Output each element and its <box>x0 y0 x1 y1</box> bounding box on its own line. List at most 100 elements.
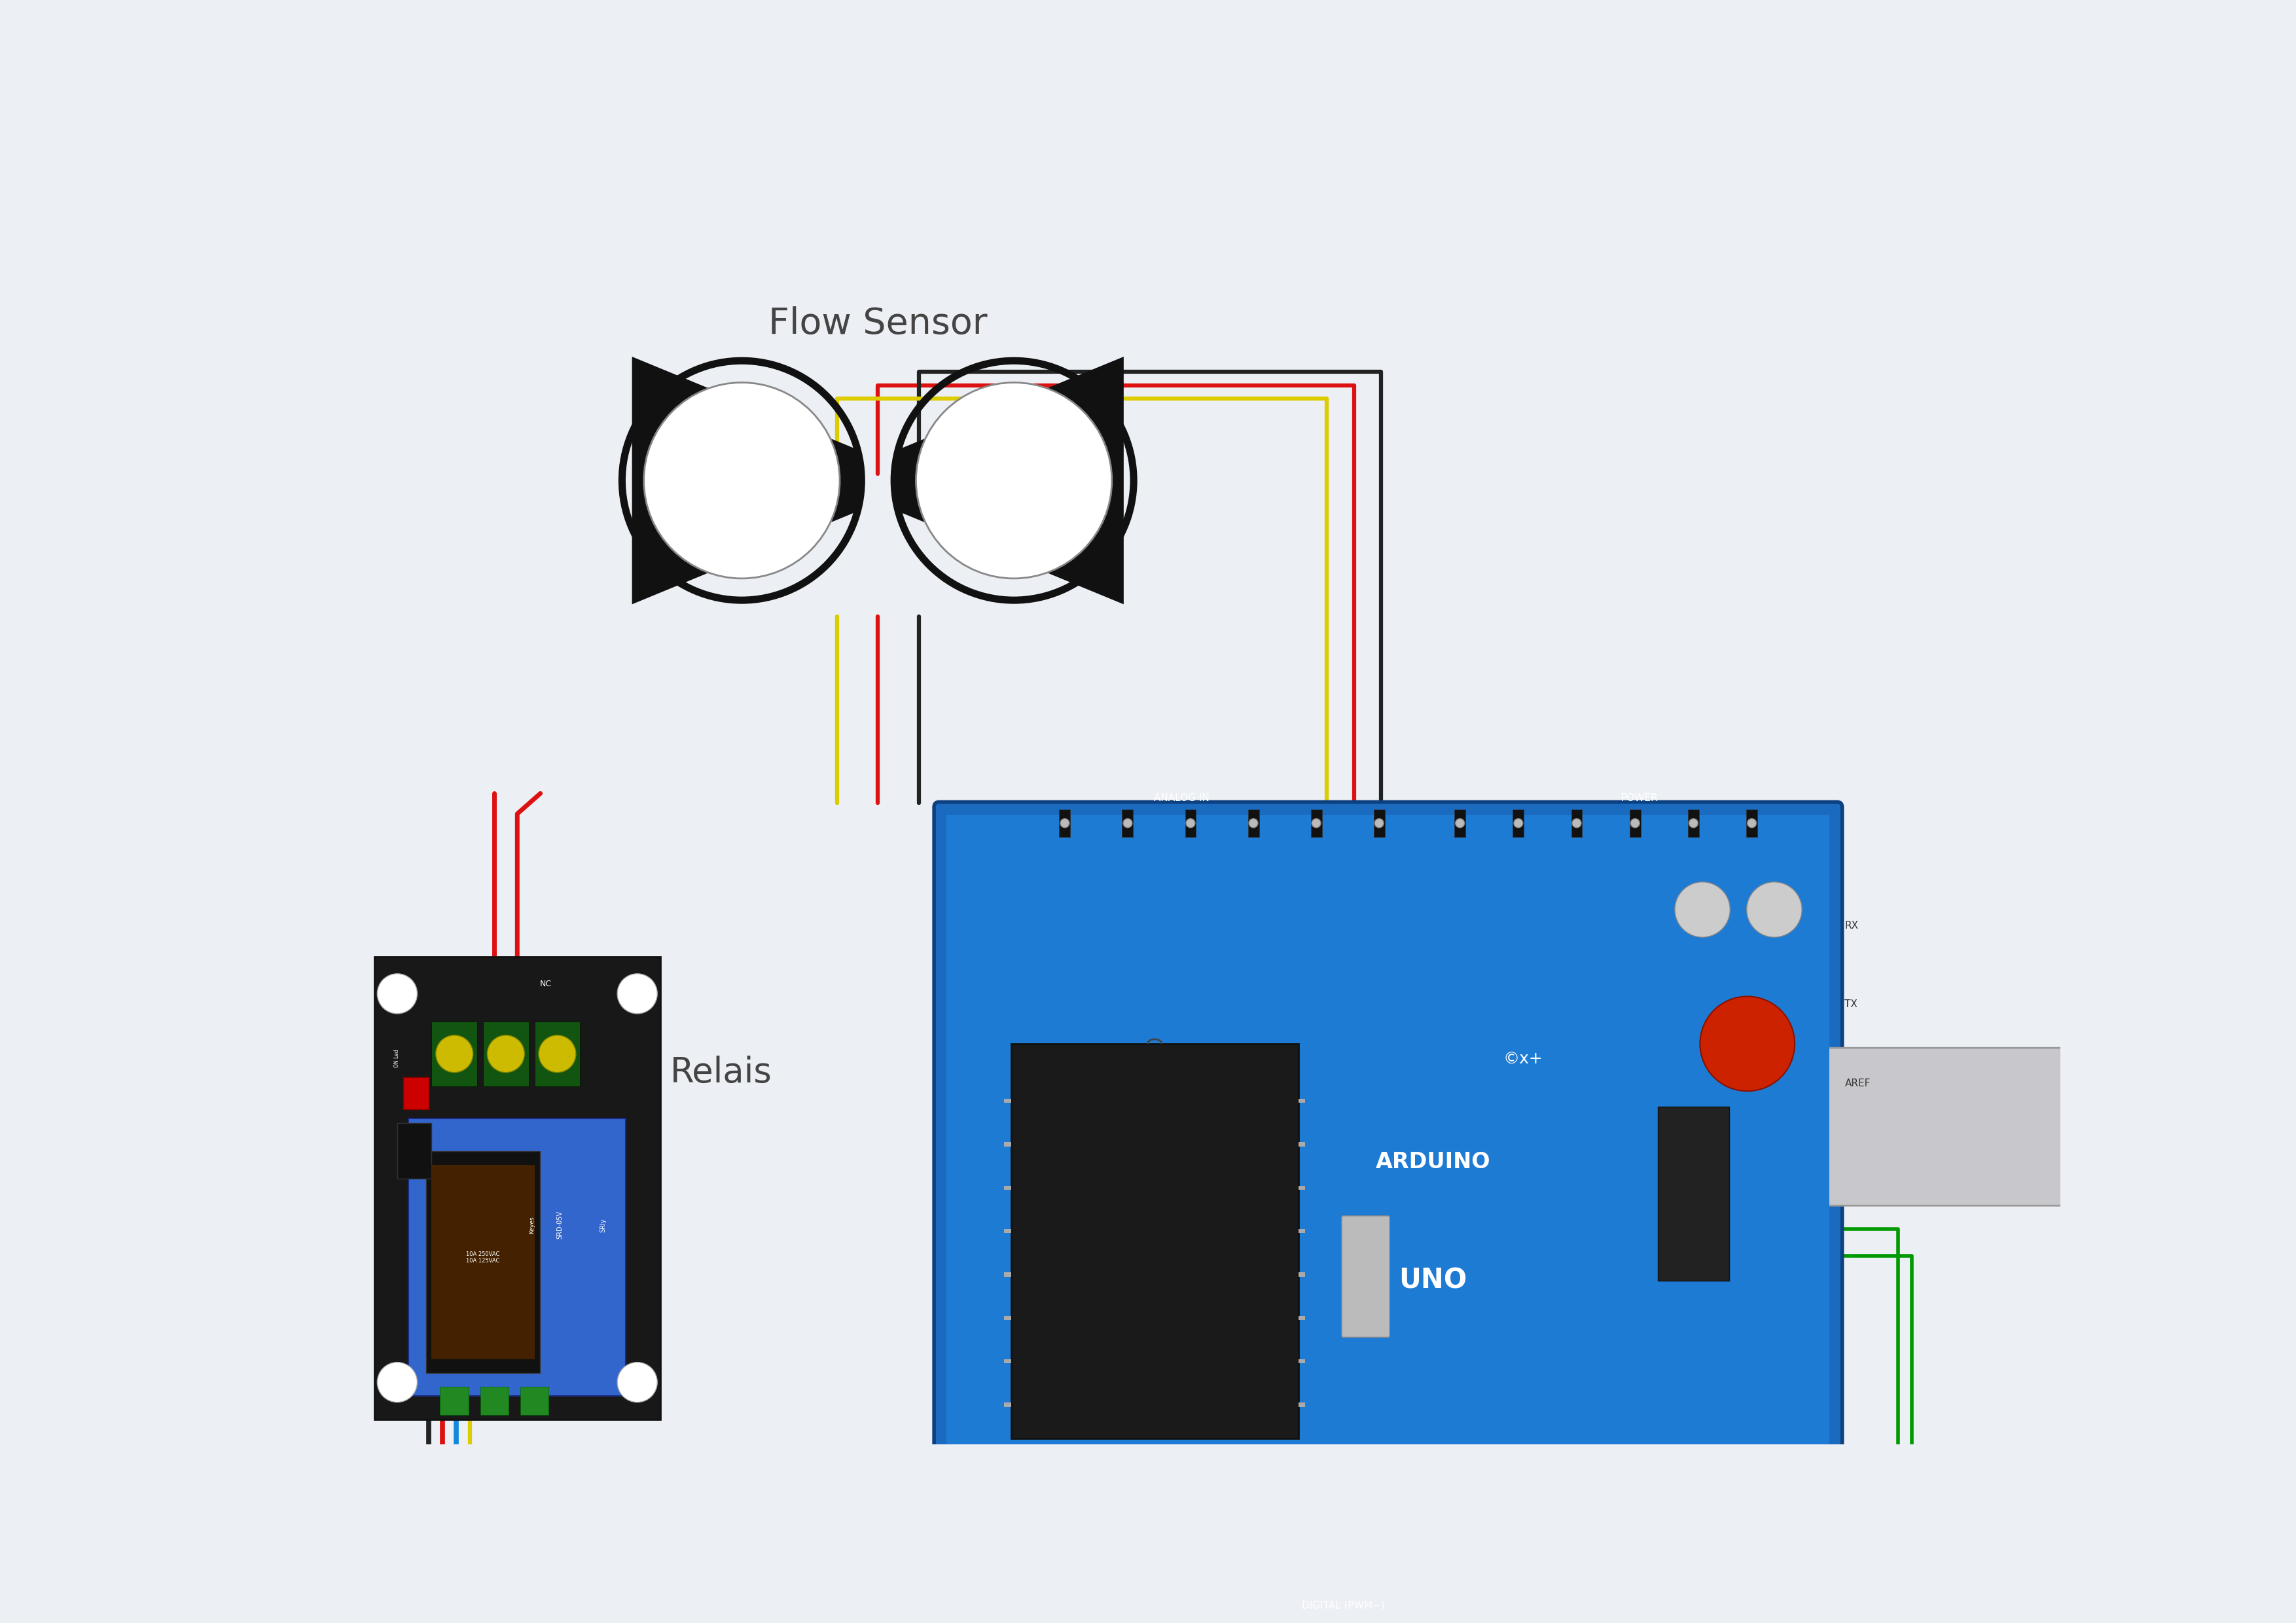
Circle shape <box>1630 818 1639 828</box>
Bar <box>1561 1566 1573 1594</box>
Bar <box>1153 1566 1164 1594</box>
Text: Flow Sensor: Flow Sensor <box>769 307 987 342</box>
Circle shape <box>618 1362 657 1402</box>
Circle shape <box>1573 818 1582 828</box>
Bar <box>1329 1566 1341 1594</box>
Circle shape <box>916 383 1111 578</box>
Text: 10A 250VAC
10A 125VAC: 10A 250VAC 10A 125VAC <box>466 1251 501 1264</box>
Bar <box>978 1566 990 1594</box>
Circle shape <box>1621 1574 1630 1584</box>
Text: DIGITAL (PWM~): DIGITAL (PWM~) <box>1302 1600 1384 1610</box>
Bar <box>1297 1143 1306 1146</box>
Bar <box>1387 1566 1398 1594</box>
Text: SRD-05V: SRD-05V <box>558 1211 563 1238</box>
Bar <box>1003 1402 1010 1407</box>
Circle shape <box>540 1035 576 1073</box>
Circle shape <box>1061 818 1070 828</box>
Circle shape <box>1747 818 1756 828</box>
Bar <box>1003 1186 1010 1190</box>
Bar <box>425 1151 540 1373</box>
Circle shape <box>980 1574 990 1584</box>
Bar <box>441 1388 468 1415</box>
Circle shape <box>377 974 418 1014</box>
Bar <box>1038 1566 1047 1594</box>
Circle shape <box>1038 1574 1047 1584</box>
Circle shape <box>1123 818 1132 828</box>
Polygon shape <box>898 359 1123 602</box>
Bar <box>1010 1044 1297 1438</box>
Bar <box>1747 810 1756 837</box>
Bar <box>1373 810 1384 837</box>
Text: AREF: AREF <box>1844 1078 1871 1087</box>
Circle shape <box>1690 818 1699 828</box>
Text: POWER: POWER <box>1621 794 1658 803</box>
Bar <box>1003 1143 1010 1146</box>
Circle shape <box>1446 1574 1456 1584</box>
Bar <box>1297 1186 1306 1190</box>
Bar <box>1297 1360 1306 1363</box>
Bar <box>1297 1316 1306 1319</box>
Bar <box>1095 1566 1107 1594</box>
Bar <box>432 1021 478 1086</box>
Text: ON Led: ON Led <box>395 1050 400 1068</box>
Bar <box>482 1021 528 1086</box>
Circle shape <box>1738 1574 1747 1584</box>
Bar <box>480 1388 510 1415</box>
Bar <box>946 815 1830 1589</box>
Circle shape <box>1513 818 1522 828</box>
Bar <box>432 1165 535 1358</box>
Bar <box>1003 1099 1010 1104</box>
Circle shape <box>377 1362 418 1402</box>
Circle shape <box>1249 818 1258 828</box>
Bar <box>1123 810 1134 837</box>
FancyBboxPatch shape <box>1341 1216 1389 1337</box>
FancyBboxPatch shape <box>2144 1081 2236 1173</box>
Text: UNO: UNO <box>1398 1268 1467 1294</box>
Text: ANALOG IN: ANALOG IN <box>1155 794 1210 803</box>
Bar <box>1513 810 1525 837</box>
Circle shape <box>1747 881 1802 936</box>
Circle shape <box>1311 818 1320 828</box>
Bar <box>1003 1272 1010 1277</box>
Circle shape <box>487 1035 523 1073</box>
Circle shape <box>643 383 840 578</box>
Bar <box>1003 1229 1010 1233</box>
Bar <box>1446 1566 1456 1594</box>
Circle shape <box>1155 1574 1164 1584</box>
Bar <box>1630 810 1642 837</box>
Circle shape <box>1272 1574 1281 1584</box>
Bar <box>535 1021 581 1086</box>
Circle shape <box>1564 1574 1573 1584</box>
Circle shape <box>1699 997 1795 1091</box>
Circle shape <box>1187 818 1196 828</box>
Circle shape <box>1212 1574 1221 1584</box>
Text: ARDUINO: ARDUINO <box>1375 1151 1490 1173</box>
Bar <box>1311 810 1322 837</box>
Bar <box>397 1123 432 1178</box>
Text: RX: RX <box>1844 920 1857 930</box>
Circle shape <box>1456 818 1465 828</box>
Circle shape <box>618 974 657 1014</box>
Bar <box>1247 810 1258 837</box>
Circle shape <box>436 1035 473 1073</box>
Text: ©x+: ©x+ <box>1504 1052 1543 1068</box>
Bar <box>1297 1099 1306 1104</box>
Bar <box>1270 1566 1281 1594</box>
Text: TX: TX <box>1844 1000 1857 1010</box>
FancyBboxPatch shape <box>1786 1048 2147 1206</box>
Circle shape <box>1329 1574 1339 1584</box>
Text: Keyes: Keyes <box>528 1216 535 1233</box>
Circle shape <box>1504 1574 1513 1584</box>
Polygon shape <box>634 359 856 602</box>
Text: Relais: Relais <box>670 1055 771 1089</box>
Bar <box>1678 1566 1690 1594</box>
Bar <box>1453 810 1465 837</box>
Bar <box>404 1078 429 1110</box>
Circle shape <box>1389 1574 1398 1584</box>
FancyBboxPatch shape <box>2135 1065 2282 1190</box>
Bar <box>1058 810 1070 837</box>
Bar <box>1297 1229 1306 1233</box>
Bar <box>1688 810 1699 837</box>
Bar <box>1003 1316 1010 1319</box>
Bar <box>1003 1360 1010 1363</box>
